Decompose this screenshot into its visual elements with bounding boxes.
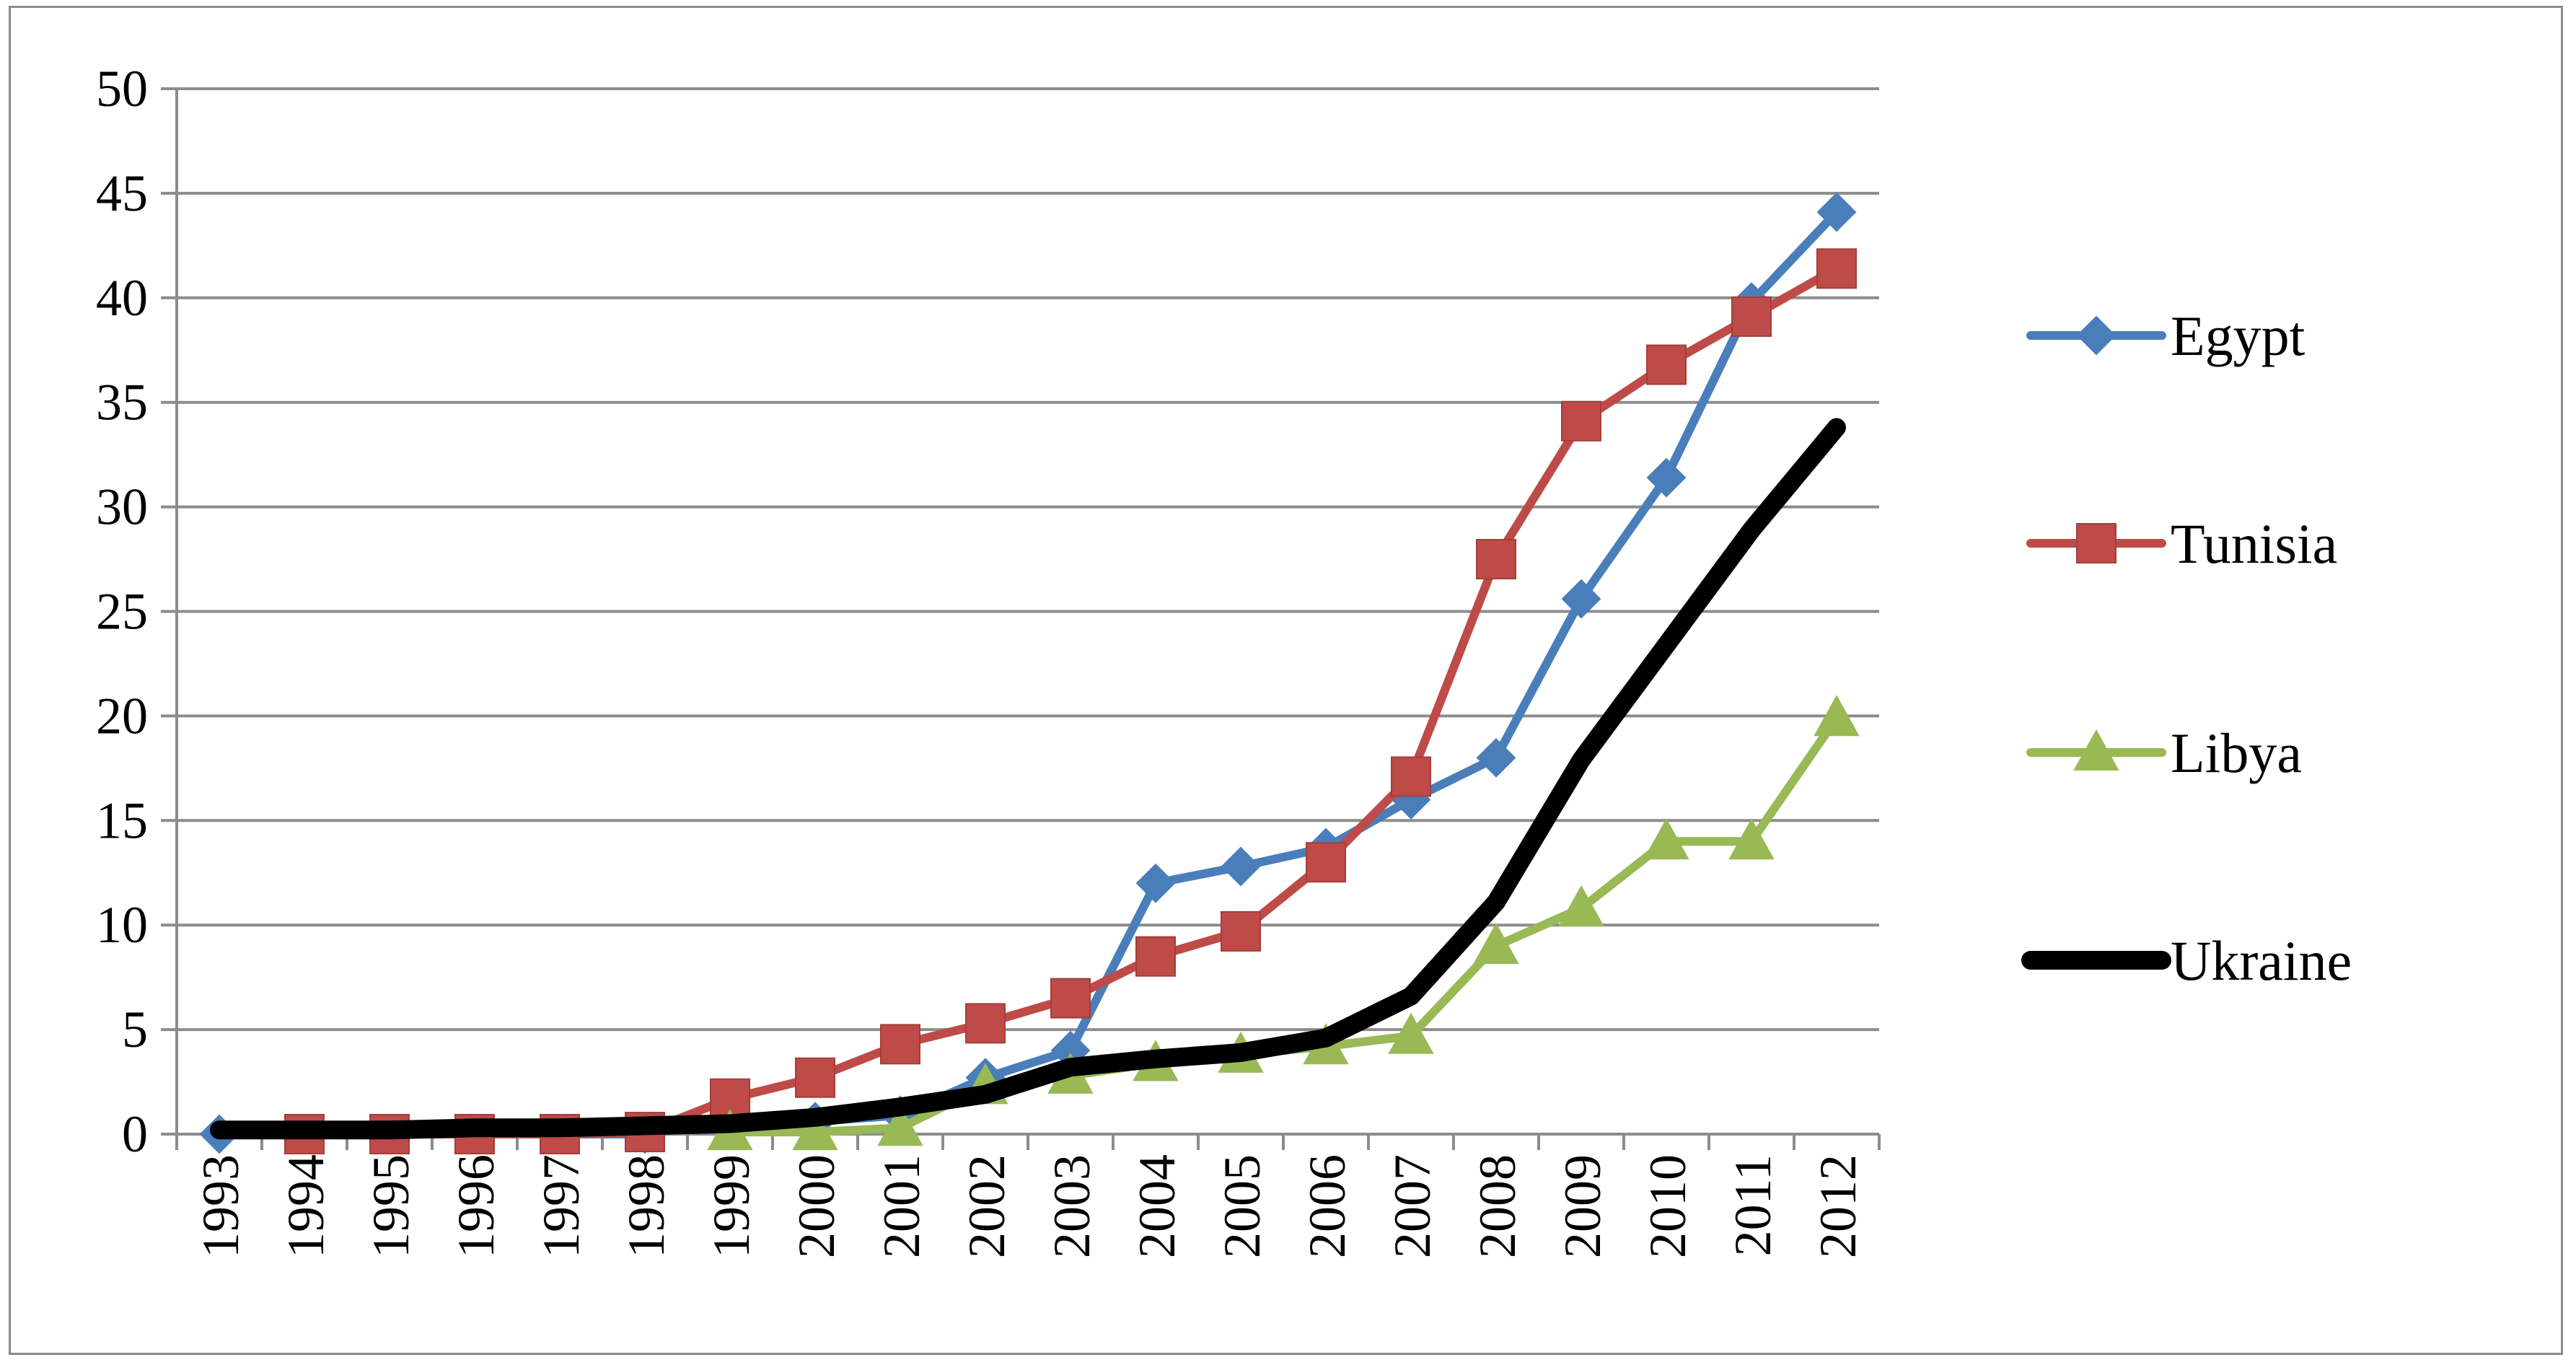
- x-tick-label: 2003: [1043, 1154, 1101, 1258]
- point-tunisia-2012: [1816, 248, 1857, 289]
- point-tunisia-2010: [1646, 344, 1687, 385]
- y-tick-label: 20: [96, 687, 148, 745]
- axes: 0 5 10 15 20 25 30 35 40 45 50 1993 1994 1995 1996 1997…: [96, 60, 1881, 1258]
- x-tick-label: 2010: [1639, 1154, 1697, 1258]
- point-tunisia-2006: [1306, 842, 1346, 883]
- legend-item-ukraine: Ukraine: [2021, 929, 2352, 992]
- y-tick-label: 10: [96, 896, 148, 954]
- point-tunisia-2005: [1221, 910, 1261, 952]
- point-libya-2000: [792, 1109, 838, 1151]
- legend-label-ukraine: Ukraine: [2171, 929, 2352, 992]
- x-tick-label: 2009: [1554, 1154, 1612, 1258]
- point-tunisia-2011: [1731, 296, 1772, 337]
- x-tick-label: 1995: [362, 1154, 420, 1258]
- legend-item-tunisia: Tunisia: [2026, 512, 2337, 575]
- legend-label-libya: Libya: [2171, 721, 2302, 784]
- point-egypt-2010: [1646, 457, 1687, 498]
- y-tick-label: 0: [122, 1105, 148, 1163]
- point-egypt-2012: [1816, 192, 1857, 232]
- series-ukraine: [210, 418, 1846, 1140]
- legend-label-egypt: Egypt: [2171, 304, 2305, 367]
- point-tunisia-2001: [880, 1024, 920, 1065]
- point-tunisia-2000: [795, 1057, 835, 1098]
- data-series: [199, 192, 1860, 1154]
- point-libya-2008: [1473, 923, 1519, 965]
- x-tick-label: 1994: [277, 1154, 335, 1258]
- x-tick-label: 2001: [873, 1154, 931, 1258]
- legend-marker-egypt: [2076, 315, 2116, 356]
- x-tick-label: 2007: [1384, 1154, 1441, 1258]
- point-libya-2010: [1643, 818, 1689, 860]
- point-tunisia-2008: [1476, 539, 1516, 580]
- point-libya-2012: [1814, 695, 1860, 737]
- y-tick-label: 25: [96, 583, 148, 641]
- x-tick-label: 2002: [958, 1154, 1016, 1258]
- x-tick-label: 1999: [703, 1154, 760, 1258]
- y-tick-label: 50: [96, 60, 148, 118]
- point-egypt-2004: [1135, 863, 1176, 903]
- point-tunisia-2003: [1050, 978, 1091, 1019]
- legend-marker-tunisia: [2076, 523, 2116, 563]
- x-tick-label: 1998: [617, 1154, 675, 1258]
- point-tunisia-2009: [1561, 400, 1601, 442]
- x-tick-label: 2011: [1724, 1154, 1782, 1256]
- legend-item-egypt: Egypt: [2026, 304, 2305, 367]
- point-libya-2011: [1728, 818, 1775, 860]
- legend-item-libya: Libya: [2026, 721, 2302, 784]
- y-tick-label: 30: [96, 478, 148, 536]
- series-line-egypt: [215, 207, 1841, 1138]
- y-tick-label: 5: [122, 1001, 148, 1058]
- y-tick-label: 40: [96, 269, 148, 327]
- series-line-ukraine: [210, 418, 1846, 1140]
- x-tick-label: 2012: [1809, 1154, 1867, 1258]
- x-tick-label: 1996: [447, 1154, 505, 1258]
- legend: Egypt Tunisia Libya Ukraine: [2021, 304, 2352, 992]
- x-tick-label: 2000: [788, 1154, 845, 1258]
- y-tick-label: 15: [96, 791, 148, 849]
- x-tick-label: 1997: [532, 1154, 590, 1258]
- point-libya-2007: [1388, 1012, 1434, 1054]
- grid-lines: [177, 87, 1879, 1032]
- point-libya-2009: [1558, 885, 1604, 927]
- x-tick-label: 2008: [1469, 1154, 1526, 1258]
- x-tick-label: 2006: [1298, 1154, 1356, 1258]
- x-tick-label: 2005: [1213, 1154, 1271, 1258]
- legend-label-tunisia: Tunisia: [2171, 512, 2337, 575]
- point-libya-2001: [877, 1105, 923, 1146]
- series-libya: [707, 695, 1860, 1151]
- point-tunisia-2007: [1391, 756, 1431, 797]
- point-egypt-2005: [1221, 846, 1261, 887]
- y-tick-label: 45: [96, 164, 148, 222]
- point-tunisia-2004: [1135, 936, 1176, 977]
- legend-marker-libya: [2073, 729, 2119, 771]
- point-tunisia-2002: [965, 1003, 1006, 1044]
- y-tick-label: 35: [96, 374, 148, 431]
- point-egypt-2009: [1561, 579, 1601, 619]
- point-egypt-2008: [1476, 737, 1516, 778]
- x-tick-label: 1993: [192, 1154, 250, 1258]
- x-tick-label: 2004: [1128, 1154, 1186, 1258]
